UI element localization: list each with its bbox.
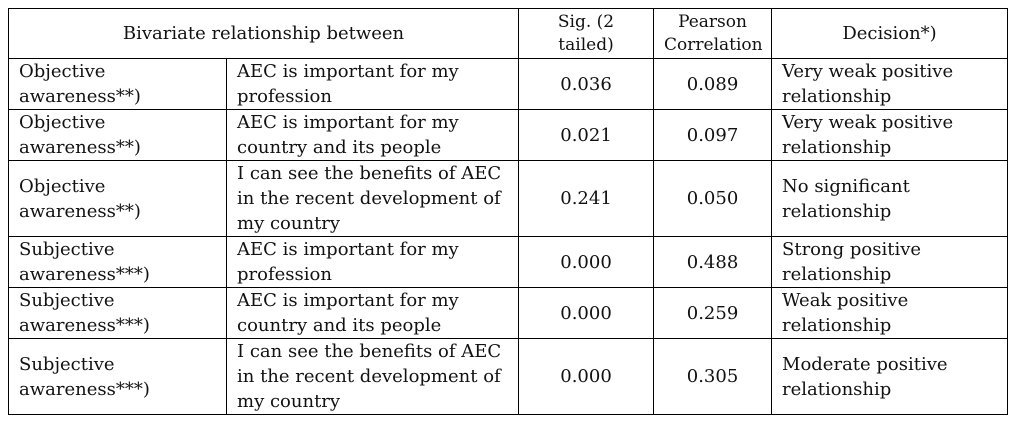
header-decision: Decision*) [771, 8, 1009, 59]
correlation-table: Bivariate relationship between Sig. (2 t… [7, 8, 1009, 415]
sig-cell: 0.021 [518, 109, 655, 161]
decision-cell: Weak positive relationship [771, 287, 1009, 339]
awareness-cell: Subjective awareness***) [8, 236, 227, 288]
pearson-cell: 0.259 [653, 287, 773, 339]
sig-cell: 0.000 [518, 236, 655, 288]
pearson-cell: 0.089 [653, 58, 773, 110]
table-header-row: Bivariate relationship between Sig. (2 t… [7, 8, 1009, 59]
sig-cell: 0.000 [518, 338, 655, 415]
sig-cell: 0.036 [518, 58, 655, 110]
table-row: Objective awareness**) AEC is important … [8, 109, 1009, 161]
statement-cell: AEC is important for my profession [225, 58, 520, 110]
awareness-cell: Objective awareness**) [8, 109, 227, 161]
sig-cell: 0.000 [518, 287, 655, 339]
statement-cell: I can see the benefits of AEC in the rec… [225, 160, 520, 237]
table-row: Objective awareness**) AEC is important … [8, 58, 1009, 110]
awareness-cell: Objective awareness**) [8, 160, 227, 237]
table-row: Subjective awareness***) AEC is importan… [8, 287, 1009, 339]
header-pearson: Pearson Correlation [653, 8, 773, 59]
header-sig: Sig. (2 tailed) [518, 8, 655, 59]
decision-cell: Very weak positive relationship [771, 58, 1009, 110]
statement-cell: AEC is important for my country and its … [225, 287, 520, 339]
table-row: Objective awareness**) I can see the ben… [8, 160, 1009, 237]
awareness-cell: Subjective awareness***) [8, 287, 227, 339]
pearson-cell: 0.097 [653, 109, 773, 161]
statement-cell: I can see the benefits of AEC in the rec… [225, 338, 520, 415]
table-row: Subjective awareness***) AEC is importan… [8, 236, 1009, 288]
pearson-cell: 0.050 [653, 160, 773, 237]
sig-cell: 0.241 [518, 160, 655, 237]
statement-cell: AEC is important for my profession [225, 236, 520, 288]
pearson-cell: 0.305 [653, 338, 773, 415]
awareness-cell: Subjective awareness***) [8, 338, 227, 415]
awareness-cell: Objective awareness**) [8, 58, 227, 110]
pearson-cell: 0.488 [653, 236, 773, 288]
decision-cell: Strong positive relationship [771, 236, 1009, 288]
decision-cell: Very weak positive relationship [771, 109, 1009, 161]
decision-cell: No significant relationship [771, 160, 1009, 237]
table-row: Subjective awareness***) I can see the b… [8, 338, 1009, 415]
statement-cell: AEC is important for my country and its … [225, 109, 520, 161]
header-relationship: Bivariate relationship between [7, 8, 520, 59]
decision-cell: Moderate positive relationship [771, 338, 1009, 415]
